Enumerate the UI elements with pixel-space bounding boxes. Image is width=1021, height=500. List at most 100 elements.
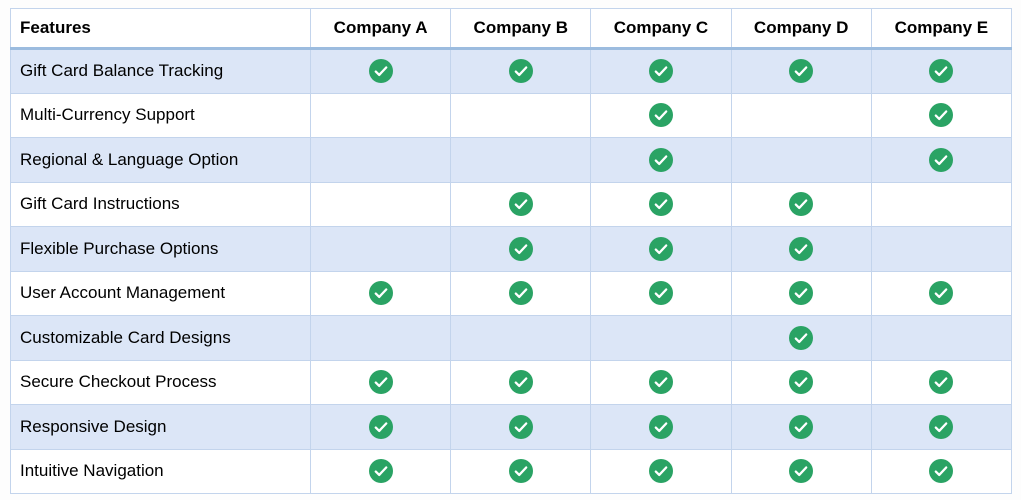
check-icon — [368, 281, 393, 306]
company-e-column-header: Company E — [870, 8, 1013, 50]
check-icon — [508, 414, 533, 439]
support-cell-company-e — [870, 181, 1013, 227]
feature-row: Intuitive Navigation — [10, 448, 1013, 494]
check-icon — [648, 370, 673, 395]
support-cell-company-e — [870, 315, 1013, 361]
support-cell-company-c — [590, 448, 732, 494]
check-icon — [789, 192, 814, 217]
support-cell-company-d — [730, 226, 872, 272]
feature-row: Customizable Card Designs — [10, 315, 1013, 361]
support-cell-company-b — [450, 404, 592, 450]
table-body: Gift Card Balance Tracking Multi-Currency… — [10, 48, 1013, 494]
feature-label: User Account Management — [10, 270, 311, 316]
check-icon — [648, 459, 673, 484]
support-cell-company-c — [590, 359, 732, 405]
support-cell-company-b — [450, 448, 592, 494]
support-cell-company-d — [730, 270, 872, 316]
check-icon — [789, 325, 814, 350]
check-icon — [508, 59, 533, 84]
support-cell-company-d — [730, 404, 872, 450]
support-cell-company-e — [870, 137, 1013, 183]
feature-row: Gift Card Instructions — [10, 181, 1013, 227]
support-cell-company-a — [309, 48, 452, 94]
support-cell-company-e — [870, 226, 1013, 272]
support-cell-company-a — [309, 137, 452, 183]
check-icon — [508, 236, 533, 261]
feature-comparison-table: Features Company A Company B Company C C… — [10, 8, 1013, 494]
support-cell-company-a — [309, 181, 452, 227]
support-cell-company-a — [309, 359, 452, 405]
feature-row: Flexible Purchase Options — [10, 226, 1013, 272]
check-icon — [929, 103, 954, 128]
support-cell-company-a — [309, 92, 452, 138]
support-cell-company-e — [870, 270, 1013, 316]
support-cell-company-e — [870, 359, 1013, 405]
feature-label: Responsive Design — [10, 404, 311, 450]
check-icon — [368, 459, 393, 484]
check-icon — [648, 192, 673, 217]
check-icon — [929, 59, 954, 84]
check-icon — [368, 414, 393, 439]
check-icon — [508, 281, 533, 306]
features-column-header: Features — [10, 8, 311, 50]
company-d-column-header: Company D — [730, 8, 872, 50]
support-cell-company-e — [870, 92, 1013, 138]
table-header: Features Company A Company B Company C C… — [10, 8, 1013, 50]
support-cell-company-c — [590, 48, 732, 94]
feature-label: Flexible Purchase Options — [10, 226, 311, 272]
support-cell-company-b — [450, 226, 592, 272]
support-cell-company-c — [590, 226, 732, 272]
feature-label: Intuitive Navigation — [10, 448, 311, 494]
support-cell-company-d — [730, 448, 872, 494]
support-cell-company-b — [450, 181, 592, 227]
check-icon — [929, 459, 954, 484]
check-icon — [648, 414, 673, 439]
support-cell-company-b — [450, 137, 592, 183]
check-icon — [368, 370, 393, 395]
support-cell-company-c — [590, 181, 732, 227]
support-cell-company-c — [590, 137, 732, 183]
feature-row: Gift Card Balance Tracking — [10, 48, 1013, 94]
support-cell-company-c — [590, 92, 732, 138]
feature-row: Responsive Design — [10, 404, 1013, 450]
check-icon — [789, 459, 814, 484]
support-cell-company-a — [309, 448, 452, 494]
check-icon — [648, 59, 673, 84]
support-cell-company-a — [309, 315, 452, 361]
check-icon — [789, 370, 814, 395]
check-icon — [789, 281, 814, 306]
check-icon — [929, 414, 954, 439]
support-cell-company-d — [730, 137, 872, 183]
feature-label: Multi-Currency Support — [10, 92, 311, 138]
check-icon — [929, 370, 954, 395]
support-cell-company-b — [450, 270, 592, 316]
support-cell-company-b — [450, 359, 592, 405]
support-cell-company-e — [870, 404, 1013, 450]
company-c-column-header: Company C — [590, 8, 732, 50]
feature-row: Secure Checkout Process — [10, 359, 1013, 405]
check-icon — [648, 103, 673, 128]
support-cell-company-d — [730, 359, 872, 405]
check-icon — [648, 147, 673, 172]
company-b-column-header: Company B — [450, 8, 592, 50]
support-cell-company-a — [309, 270, 452, 316]
feature-label: Customizable Card Designs — [10, 315, 311, 361]
support-cell-company-b — [450, 92, 592, 138]
feature-label: Gift Card Instructions — [10, 181, 311, 227]
support-cell-company-e — [870, 448, 1013, 494]
company-a-column-header: Company A — [309, 8, 452, 50]
support-cell-company-d — [730, 315, 872, 361]
support-cell-company-c — [590, 315, 732, 361]
header-row: Features Company A Company B Company C C… — [10, 8, 1013, 50]
feature-label: Gift Card Balance Tracking — [10, 48, 311, 94]
support-cell-company-c — [590, 404, 732, 450]
check-icon — [368, 59, 393, 84]
support-cell-company-a — [309, 404, 452, 450]
check-icon — [789, 236, 814, 261]
feature-label: Regional & Language Option — [10, 137, 311, 183]
support-cell-company-d — [730, 181, 872, 227]
support-cell-company-b — [450, 315, 592, 361]
feature-label: Secure Checkout Process — [10, 359, 311, 405]
check-icon — [789, 59, 814, 84]
